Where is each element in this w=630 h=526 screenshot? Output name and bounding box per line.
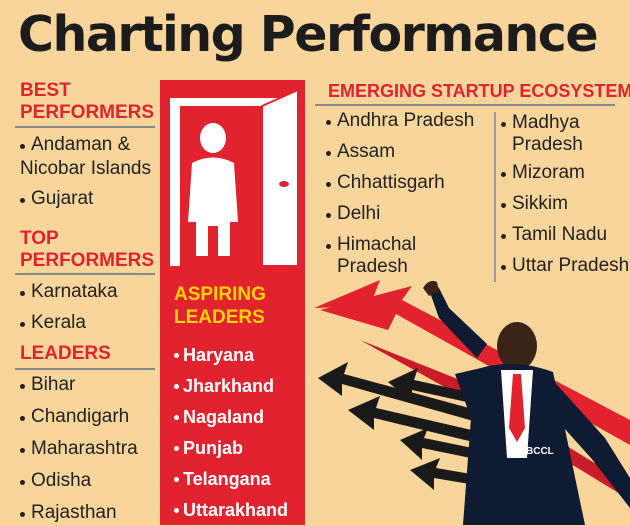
credit-label: BCCL [526, 446, 554, 457]
column-divider [494, 112, 496, 282]
divider [15, 126, 155, 128]
list-item: Andhra Pradesh [326, 110, 474, 132]
list-item: Nagaland [174, 402, 288, 433]
list-item: Andaman & [20, 134, 151, 156]
emerging-col1-list: Andhra Pradesh Assam Chhattisgarh Delhi … [326, 110, 474, 278]
emerging-col2-list: Madhya Pradesh Mizoram Sikkim Tamil Nadu… [501, 112, 629, 277]
list-item: Chandigarh [20, 406, 138, 428]
divider [15, 273, 155, 275]
emerging-heading: EMERGING STARTUP ECOSYSTEMS [328, 81, 630, 101]
aspiring-leaders-heading: ASPIRING LEADERS [174, 284, 266, 328]
divider [315, 104, 615, 106]
list-item: Sikkim [501, 193, 629, 215]
list-item: Himachal [326, 234, 474, 256]
list-item: Jharkhand [174, 371, 288, 402]
door-figure-icon [170, 88, 299, 267]
top-performers-heading: TOP PERFORMERS [20, 228, 155, 271]
leaders-list: Bihar Chandigarh Maharashtra Odisha Raja… [20, 374, 138, 524]
list-item: Pradesh [512, 134, 583, 155]
list-item: Telangana [174, 464, 288, 495]
aspiring-leaders-list: Haryana Jharkhand Nagaland Punjab Telang… [174, 340, 288, 526]
list-item: Mizoram [501, 162, 629, 184]
list-item: Punjab [174, 433, 288, 464]
list-item: Nicobar Islands [20, 158, 151, 179]
list-item: Chhattisgarh [326, 172, 474, 194]
list-item: Pradesh [337, 256, 408, 277]
list-item: Kerala [20, 312, 118, 334]
list-item: Bihar [20, 374, 138, 396]
businessman-illustration [423, 280, 630, 525]
leaders-heading: LEADERS [20, 343, 111, 364]
best-performers-list: Andaman & Nicobar Islands Gujarat [20, 134, 151, 210]
top-performers-list: Karnataka Kerala [20, 281, 118, 334]
page-title: Charting Performance [18, 6, 599, 63]
list-item: Karnataka [20, 281, 118, 303]
list-item: Haryana [174, 340, 288, 371]
list-item: Odisha [20, 470, 138, 492]
divider [15, 368, 155, 370]
list-item: Gujarat [20, 188, 151, 210]
list-item: Tamil Nadu [501, 224, 629, 246]
list-item: Assam [326, 141, 474, 163]
list-item: Madhya [501, 112, 629, 134]
list-item: Uttarakhand [174, 495, 288, 526]
best-performers-heading: BEST PERFORMERS [20, 80, 155, 123]
list-item: Uttar Pradesh [501, 255, 629, 277]
list-item: Delhi [326, 203, 474, 225]
list-item: Rajasthan [20, 502, 138, 524]
list-item: Maharashtra [20, 438, 138, 460]
